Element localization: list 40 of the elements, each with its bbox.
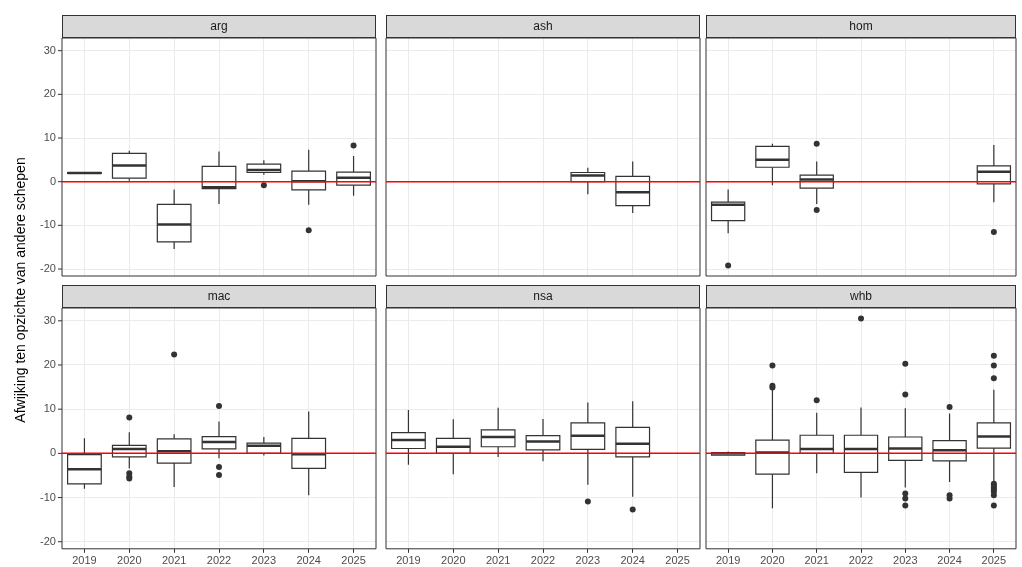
x-tick-label: 2022 — [530, 554, 556, 567]
y-axis-title: Afwijking ten opzichte van andere schepen — [11, 156, 29, 425]
y-tick-label: 30 — [43, 43, 56, 56]
y-tick-label: 30 — [43, 313, 56, 326]
chart-title: hom — [706, 15, 1016, 38]
x-tick-label: 2019 — [396, 554, 421, 567]
x-tick-label: 2020 — [760, 554, 785, 567]
y-tick-label: 0 — [49, 174, 56, 187]
y-tick-label: 10 — [43, 131, 56, 144]
chart-title: nsa — [386, 285, 700, 308]
x-tick-label: 2023 — [251, 554, 277, 567]
x-tick-label: 2025 — [665, 554, 690, 567]
x-tick-label: 2019 — [715, 554, 741, 567]
x-tick-label: 2023 — [893, 554, 918, 567]
chart-title: mac — [62, 285, 376, 308]
x-tick-label: 2020 — [441, 554, 466, 567]
x-tick-label: 2019 — [72, 554, 97, 567]
y-tick-label: -10 — [40, 218, 56, 231]
x-tick-label: 2022 — [848, 554, 874, 567]
y-tick-label: 20 — [43, 87, 56, 100]
y-tick-label: -10 — [40, 490, 56, 503]
chart-title: ash — [386, 15, 700, 38]
chart-title: whb — [706, 285, 1016, 308]
y-tick-label: 0 — [49, 446, 56, 459]
x-tick-label: 2025 — [981, 554, 1007, 567]
x-tick-label: 2020 — [117, 554, 142, 567]
x-tick-label: 2024 — [296, 554, 321, 567]
x-tick-label: 2021 — [485, 554, 511, 567]
x-tick-label: 2025 — [341, 554, 366, 567]
y-tick-label: 20 — [43, 358, 56, 371]
x-tick-label: 2023 — [575, 554, 601, 567]
y-tick-label: -20 — [40, 534, 56, 547]
y-tick-label: -20 — [40, 262, 56, 275]
x-tick-label: 2021 — [161, 554, 187, 567]
x-tick-label: 2021 — [804, 554, 829, 567]
x-tick-label: 2024 — [620, 554, 645, 567]
chart-title: arg — [62, 15, 376, 38]
x-tick-label: 2024 — [937, 554, 962, 567]
x-tick-label: 2022 — [206, 554, 232, 567]
y-tick-label: 10 — [43, 402, 56, 415]
